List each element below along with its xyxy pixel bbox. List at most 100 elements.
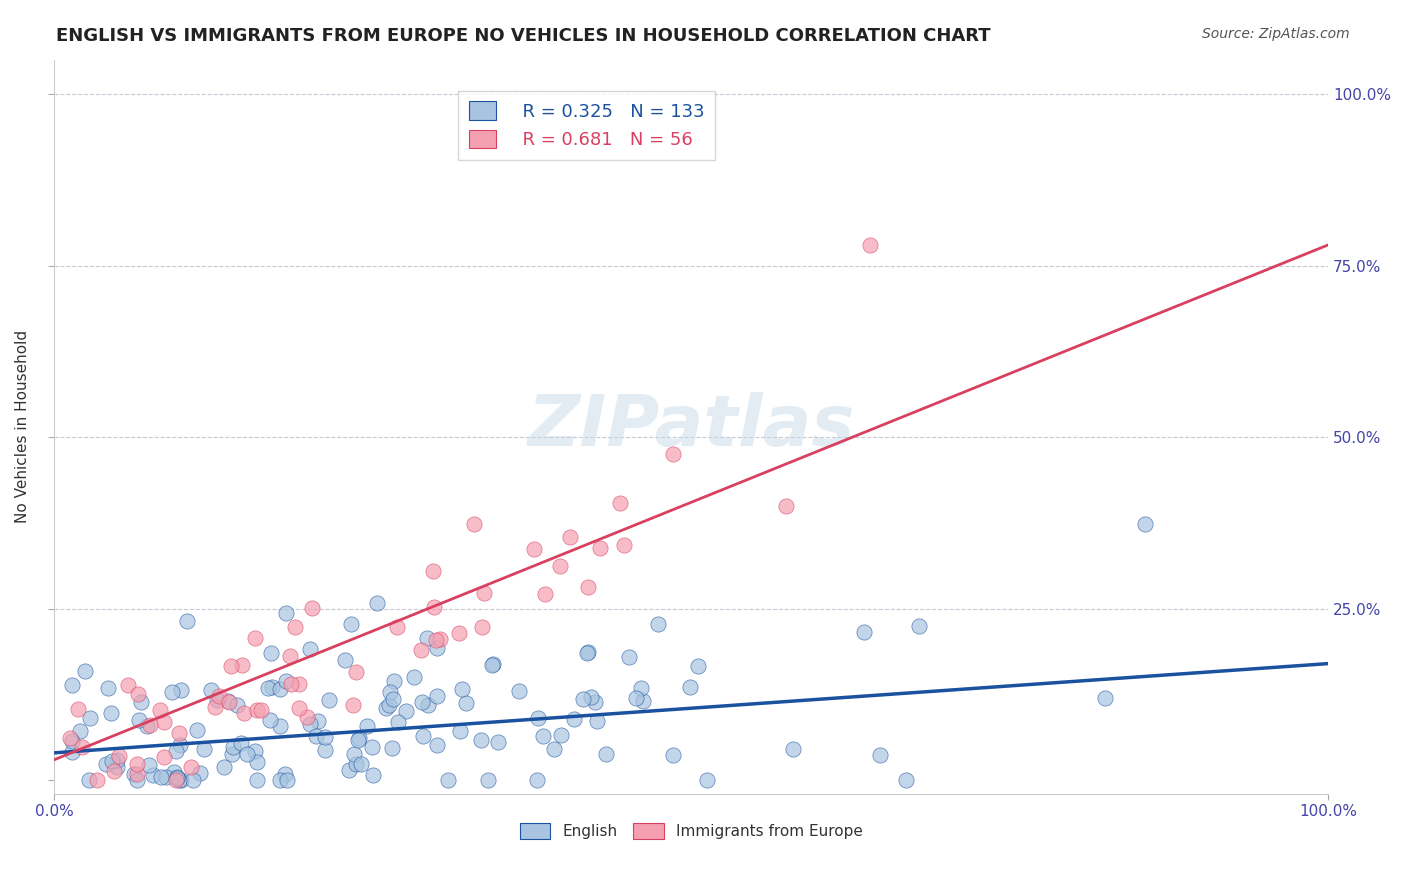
Point: [562, 712, 585, 726]
Point: [222, 739, 245, 754]
Point: [560, 529, 582, 543]
Point: [79, 773, 101, 788]
Point: [647, 617, 669, 632]
Point: [613, 538, 636, 552]
Point: [260, 646, 283, 660]
Point: [426, 640, 449, 655]
Point: [103, 764, 125, 778]
Point: [128, 713, 150, 727]
Point: [193, 741, 215, 756]
Point: [858, 238, 880, 252]
Point: [451, 681, 474, 696]
Point: [463, 517, 485, 532]
Point: [471, 620, 494, 634]
Point: [423, 600, 446, 615]
Point: [142, 768, 165, 782]
Point: [101, 754, 124, 768]
Point: [314, 730, 336, 744]
Point: [276, 606, 298, 620]
Point: [231, 658, 253, 673]
Point: [533, 587, 555, 601]
Point: [280, 648, 302, 663]
Point: [153, 749, 176, 764]
Point: [550, 728, 572, 742]
Point: [221, 747, 243, 761]
Point: [243, 631, 266, 645]
Point: [86, 773, 108, 788]
Point: [180, 760, 202, 774]
Point: [508, 684, 530, 698]
Point: [276, 773, 298, 788]
Point: [382, 692, 405, 706]
Point: [344, 665, 367, 679]
Point: [575, 646, 598, 660]
Point: [318, 693, 340, 707]
Point: [233, 706, 256, 721]
Point: [411, 695, 433, 709]
Point: [236, 747, 259, 761]
Point: [526, 773, 548, 788]
Point: [782, 742, 804, 756]
Point: [269, 682, 291, 697]
Point: [585, 714, 607, 729]
Point: [581, 690, 603, 704]
Text: Source: ZipAtlas.com: Source: ZipAtlas.com: [1202, 27, 1350, 41]
Legend: English, Immigrants from Europe: English, Immigrants from Europe: [513, 817, 869, 845]
Point: [418, 698, 440, 713]
Point: [127, 767, 149, 781]
Point: [67, 702, 90, 716]
Point: [127, 687, 149, 701]
Point: [486, 734, 509, 748]
Point: [350, 756, 373, 771]
Point: [477, 773, 499, 788]
Point: [138, 718, 160, 732]
Point: [246, 755, 269, 769]
Point: [208, 690, 231, 704]
Point: [298, 642, 321, 657]
Point: [416, 631, 439, 645]
Point: [165, 773, 187, 788]
Point: [662, 447, 685, 461]
Point: [298, 717, 321, 731]
Point: [360, 739, 382, 754]
Point: [576, 645, 599, 659]
Point: [122, 767, 145, 781]
Point: [284, 620, 307, 634]
Point: [387, 620, 409, 634]
Point: [426, 690, 449, 704]
Point: [60, 745, 83, 759]
Point: [269, 719, 291, 733]
Point: [588, 541, 610, 555]
Point: [166, 771, 188, 785]
Point: [273, 767, 295, 781]
Point: [426, 738, 449, 752]
Point: [527, 711, 550, 725]
Point: [219, 659, 242, 673]
Point: [260, 681, 283, 695]
Point: [378, 698, 401, 713]
Point: [454, 696, 477, 710]
Point: [305, 729, 328, 743]
Point: [166, 770, 188, 784]
Point: [73, 664, 96, 678]
Point: [412, 729, 434, 743]
Point: [287, 677, 309, 691]
Point: [775, 499, 797, 513]
Point: [609, 496, 631, 510]
Point: [342, 698, 364, 712]
Point: [181, 773, 204, 788]
Point: [307, 714, 329, 728]
Point: [62, 733, 84, 747]
Point: [404, 670, 426, 684]
Point: [411, 643, 433, 657]
Point: [105, 753, 128, 767]
Point: [630, 681, 652, 695]
Point: [894, 773, 917, 788]
Point: [274, 673, 297, 688]
Point: [94, 756, 117, 771]
Point: [583, 695, 606, 709]
Point: [167, 773, 190, 788]
Text: ENGLISH VS IMMIGRANTS FROM EUROPE NO VEHICLES IN HOUSEHOLD CORRELATION CHART: ENGLISH VS IMMIGRANTS FROM EUROPE NO VEH…: [56, 27, 991, 45]
Point: [246, 773, 269, 788]
Point: [346, 732, 368, 747]
